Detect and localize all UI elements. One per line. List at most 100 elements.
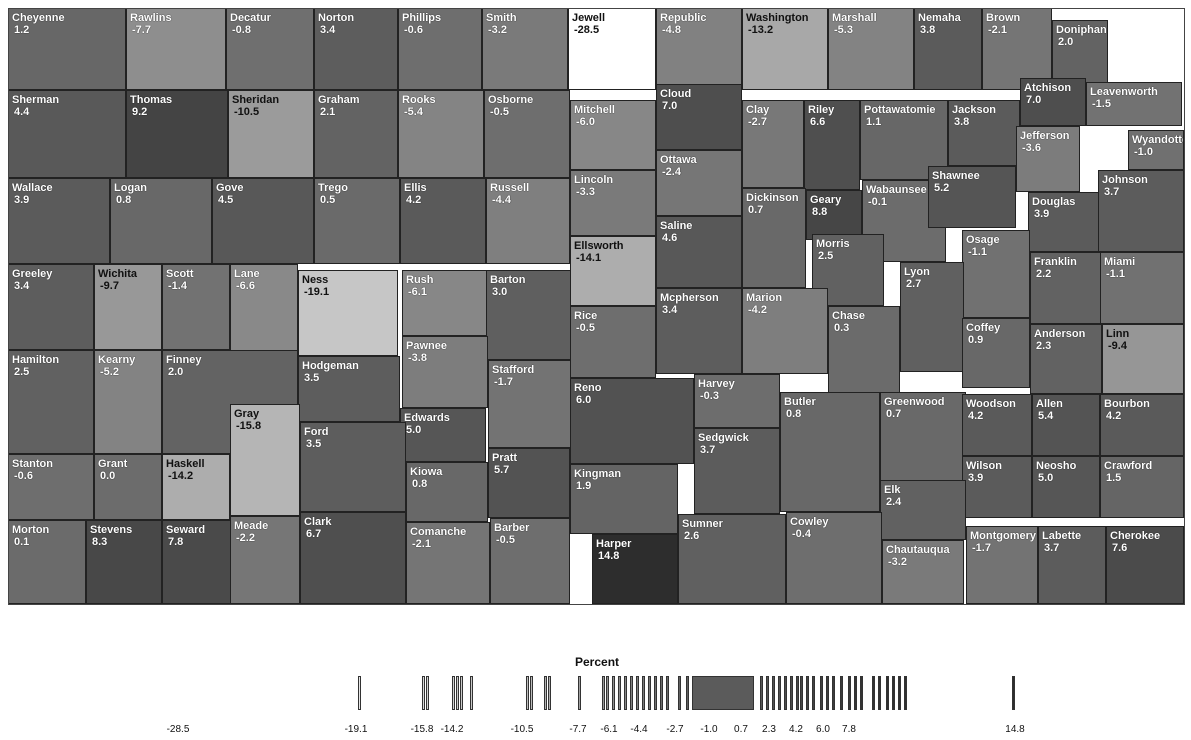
county-scott: Scott -1.4 xyxy=(162,264,230,350)
legend-bar xyxy=(636,676,639,710)
legend-tick-label: 4.2 xyxy=(789,724,803,735)
county-value: 3.4 xyxy=(14,280,30,292)
county-meade: Meade -2.2 xyxy=(230,516,300,604)
county-wichita: Wichita -9.7 xyxy=(94,264,162,350)
county-ellsworth: Ellsworth -14.1 xyxy=(570,236,656,306)
county-crawford: Crawford 1.5 xyxy=(1100,456,1184,518)
county-name: Ottawa xyxy=(660,154,697,166)
county-value: 4.5 xyxy=(218,194,234,206)
county-value: 6.7 xyxy=(306,528,322,540)
county-name: Chase xyxy=(832,310,866,322)
county-stevens: Stevens 8.3 xyxy=(86,520,162,604)
county-name: Franklin xyxy=(1034,256,1077,268)
county-mcpherson: Mcpherson 3.4 xyxy=(656,288,742,374)
legend-tick-label: -15.8 xyxy=(410,724,434,735)
county-name: Marion xyxy=(746,292,783,304)
county-value: -0.5 xyxy=(490,106,509,118)
county-linn: Linn -9.4 xyxy=(1102,324,1184,394)
legend-bar xyxy=(666,676,669,710)
county-harvey: Harvey -0.3 xyxy=(694,374,780,428)
legend-bar xyxy=(470,676,473,710)
county-name: Lincoln xyxy=(574,174,614,186)
county-value: -1.7 xyxy=(972,542,991,554)
county-rice: Rice -0.5 xyxy=(570,306,656,378)
county-name: Haskell xyxy=(166,458,205,470)
county-name: Barton xyxy=(490,274,526,286)
county-value: -2.1 xyxy=(412,538,431,550)
county-name: Woodson xyxy=(966,398,1016,410)
county-johnson: Johnson 3.7 xyxy=(1098,170,1184,252)
county-lyon: Lyon 2.7 xyxy=(900,262,964,372)
legend-bar xyxy=(904,676,907,710)
county-name: Morton xyxy=(12,524,50,536)
county-name: Republic xyxy=(660,12,707,24)
county-value: 3.7 xyxy=(700,444,716,456)
county-stafford: Stafford -1.7 xyxy=(488,360,574,448)
county-value: -5.3 xyxy=(834,24,853,36)
county-seward: Seward 7.8 xyxy=(162,520,232,604)
county-trego: Trego 0.5 xyxy=(314,178,400,264)
county-name: Greenwood xyxy=(884,396,945,408)
legend: Percent -28.5 -19.1 -15.8 -14.2 -10.5 -7.7 -6.… xyxy=(0,640,1191,740)
county-name: Stafford xyxy=(492,364,535,376)
legend-tick-label: -1.0 xyxy=(700,724,718,735)
county-grant: Grant 0.0 xyxy=(94,454,162,520)
county-saline: Saline 4.6 xyxy=(656,216,742,288)
county-name: Barber xyxy=(494,522,530,534)
legend-bar xyxy=(530,676,533,710)
county-value: 0.8 xyxy=(412,478,428,490)
county-lincoln: Lincoln -3.3 xyxy=(570,170,656,236)
county-value: -6.0 xyxy=(576,116,595,128)
county-value: 3.8 xyxy=(954,116,970,128)
county-value: -0.6 xyxy=(14,470,33,482)
county-name: Douglas xyxy=(1032,196,1076,208)
county-graham: Graham 2.1 xyxy=(314,90,398,178)
county-morton: Morton 0.1 xyxy=(8,520,86,604)
county-value: -4.8 xyxy=(662,24,681,36)
county-name: Rush xyxy=(406,274,434,286)
county-value: -1.5 xyxy=(1092,98,1111,110)
county-value: 2.3 xyxy=(1036,340,1052,352)
county-kearny: Kearny -5.2 xyxy=(94,350,162,454)
county-name: Seward xyxy=(166,524,206,536)
county-value: -14.1 xyxy=(576,252,602,264)
county-osage: Osage -1.1 xyxy=(962,230,1030,318)
county-cloud: Cloud 7.0 xyxy=(656,84,742,150)
county-value: -0.4 xyxy=(792,528,811,540)
legend-bar xyxy=(678,676,681,710)
county-value: -1.4 xyxy=(168,280,187,292)
county-name: Sherman xyxy=(12,94,60,106)
county-kingman: Kingman 1.9 xyxy=(570,464,678,534)
county-chase: Chase 0.3 xyxy=(828,306,900,396)
county-value: 3.8 xyxy=(920,24,936,36)
county-value: 9.2 xyxy=(132,106,148,118)
legend-bar xyxy=(630,676,633,710)
county-name: Stanton xyxy=(12,458,53,470)
county-name: Pawnee xyxy=(406,340,447,352)
county-greeley: Greeley 3.4 xyxy=(8,264,94,350)
legend-tick-label: 6.0 xyxy=(816,724,830,735)
legend-bar xyxy=(526,676,529,710)
county-clay: Clay -2.7 xyxy=(742,100,804,188)
county-value: 0.3 xyxy=(834,322,850,334)
county-value: 4.4 xyxy=(14,106,30,118)
county-douglas: Douglas 3.9 xyxy=(1028,192,1104,252)
county-value: -19.1 xyxy=(304,286,330,298)
legend-bar xyxy=(878,676,881,710)
county-name: Doniphan xyxy=(1056,24,1107,36)
county-value: 3.7 xyxy=(1104,186,1120,198)
county-value: 0.8 xyxy=(786,408,802,420)
legend-bar xyxy=(648,676,651,710)
county-name: Wallace xyxy=(12,182,53,194)
county-name: Shawnee xyxy=(932,170,980,182)
legend-tick-label: -28.5 xyxy=(166,724,190,735)
county-name: Wilson xyxy=(966,460,1002,472)
legend-bar xyxy=(892,676,895,710)
county-name: Marshall xyxy=(832,12,877,24)
county-elk: Elk 2.4 xyxy=(880,480,966,540)
county-name: Gray xyxy=(234,408,260,420)
county-wyandotte: Wyandotte -1.0 xyxy=(1128,130,1184,170)
county-name: Sheridan xyxy=(232,94,280,106)
county-value: -3.8 xyxy=(408,352,427,364)
county-anderson: Anderson 2.3 xyxy=(1030,324,1102,394)
